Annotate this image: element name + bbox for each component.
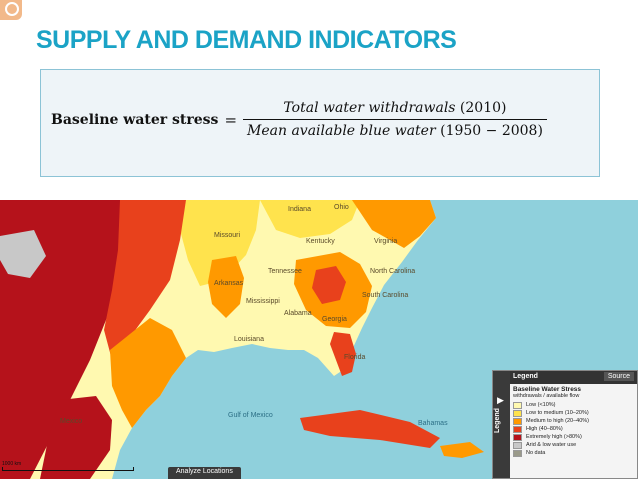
label-alabama: Alabama — [284, 310, 312, 317]
label-mississippi: Mississippi — [246, 298, 280, 305]
map-legend: ▶ Legend Legend Source Baseline Water St… — [492, 370, 638, 479]
map-canvas — [0, 200, 638, 479]
label-missouri: Missouri — [214, 232, 241, 239]
legend-swatch — [513, 409, 522, 417]
source-button[interactable]: Source — [603, 372, 634, 381]
collapse-arrow-icon[interactable]: ▶ — [497, 395, 504, 405]
legend-item: Extremely high (>80%) — [513, 433, 589, 441]
legend-tab[interactable]: ▶ Legend — [493, 371, 510, 478]
legend-item-label: Low (<10%) — [526, 402, 556, 408]
denominator-text: Mean available blue water — [247, 123, 436, 139]
label-florida: Florida — [344, 354, 366, 361]
denominator-years: (1950 − 2008) — [435, 123, 543, 139]
legend-item: No data — [513, 449, 589, 457]
legend-header: Legend Source — [510, 371, 637, 384]
label-arkansas: Arkansas — [214, 280, 244, 287]
corner-logo — [0, 0, 22, 20]
region-ohio-valley — [260, 200, 360, 238]
label-mexico: Mexico — [60, 418, 83, 425]
scale-bar — [2, 467, 134, 471]
region-midwest — [180, 200, 260, 286]
label-georgia: Georgia — [322, 316, 347, 323]
label-north-carolina: North Carolina — [370, 268, 416, 275]
legend-item: Arid & low water use — [513, 441, 589, 449]
formula-box: Baseline water stress = Total water with… — [40, 69, 600, 177]
legend-item-label: No data — [526, 450, 546, 456]
legend-item-label: Low to medium (10–20%) — [526, 410, 589, 416]
region-arid-west — [0, 230, 46, 278]
scale-label: 1000 km — [2, 461, 22, 467]
label-bahamas: Bahamas — [418, 420, 448, 427]
slide-title: SUPPLY AND DEMAND INDICATORS — [36, 26, 457, 54]
legend-title: Baseline Water Stress — [513, 386, 582, 393]
island-cuba — [300, 410, 440, 448]
formula-lhs: Baseline water stress — [51, 111, 219, 128]
formula-denominator: Mean available blue water (1950 − 2008) — [243, 119, 547, 139]
label-tennessee: Tennessee — [268, 268, 302, 275]
logo-ring-icon — [5, 2, 19, 16]
legend-swatch — [513, 417, 522, 425]
legend-item-label: Extremely high (>80%) — [526, 434, 582, 440]
legend-item: Low to medium (10–20%) — [513, 409, 589, 417]
legend-tab-label: Legend — [494, 408, 501, 433]
formula-equals: = — [224, 110, 238, 129]
legend-item: Low (<10%) — [513, 401, 589, 409]
label-gulf-of-mexico: Gulf of Mexico — [228, 412, 273, 419]
label-south-carolina: South Carolina — [362, 292, 409, 299]
legend-item-label: Arid & low water use — [526, 442, 577, 448]
region-mexico — [40, 396, 112, 479]
legend-item: High (40–80%) — [513, 425, 589, 433]
numerator-text: Total water withdrawals — [283, 100, 456, 116]
legend-swatch — [513, 425, 522, 433]
legend-items: Low (<10%) Low to medium (10–20%) Medium t… — [513, 401, 589, 457]
water-stress-map[interactable]: Indiana Ohio Missouri Kentucky Virginia … — [0, 200, 638, 479]
legend-header-title: Legend — [513, 373, 538, 380]
label-louisiana: Louisiana — [234, 336, 264, 343]
label-kentucky: Kentucky — [306, 238, 335, 245]
legend-item: Medium to high (20–40%) — [513, 417, 589, 425]
label-virginia: Virginia — [374, 238, 398, 245]
legend-item-label: Medium to high (20–40%) — [526, 418, 589, 424]
numerator-year: (2010) — [455, 100, 507, 116]
island-hispaniola — [440, 442, 484, 458]
formula-fraction: Total water withdrawals (2010) Mean avai… — [243, 100, 547, 139]
region-florida — [330, 332, 356, 376]
legend-subtitle: withdrawals / available flow — [513, 393, 580, 399]
label-ohio: Ohio — [334, 204, 349, 211]
formula-numerator: Total water withdrawals (2010) — [279, 100, 510, 119]
legend-swatch — [513, 449, 522, 457]
region-virginia — [352, 200, 436, 248]
legend-swatch — [513, 401, 522, 409]
legend-body: Baseline Water Stress withdrawals / avai… — [513, 386, 589, 457]
region-texas-north — [104, 200, 186, 360]
legend-item-label: High (40–80%) — [526, 426, 563, 432]
legend-swatch — [513, 441, 522, 449]
analyze-locations-button[interactable]: Analyze Locations — [168, 467, 241, 479]
formula: Baseline water stress = Total water with… — [51, 100, 547, 139]
region-texas-east — [110, 318, 186, 428]
map-scale: 1000 km — [2, 461, 134, 471]
label-indiana: Indiana — [288, 206, 311, 213]
region-georgia-core — [312, 266, 346, 304]
region-arkansas — [208, 256, 244, 318]
legend-swatch — [513, 433, 522, 441]
